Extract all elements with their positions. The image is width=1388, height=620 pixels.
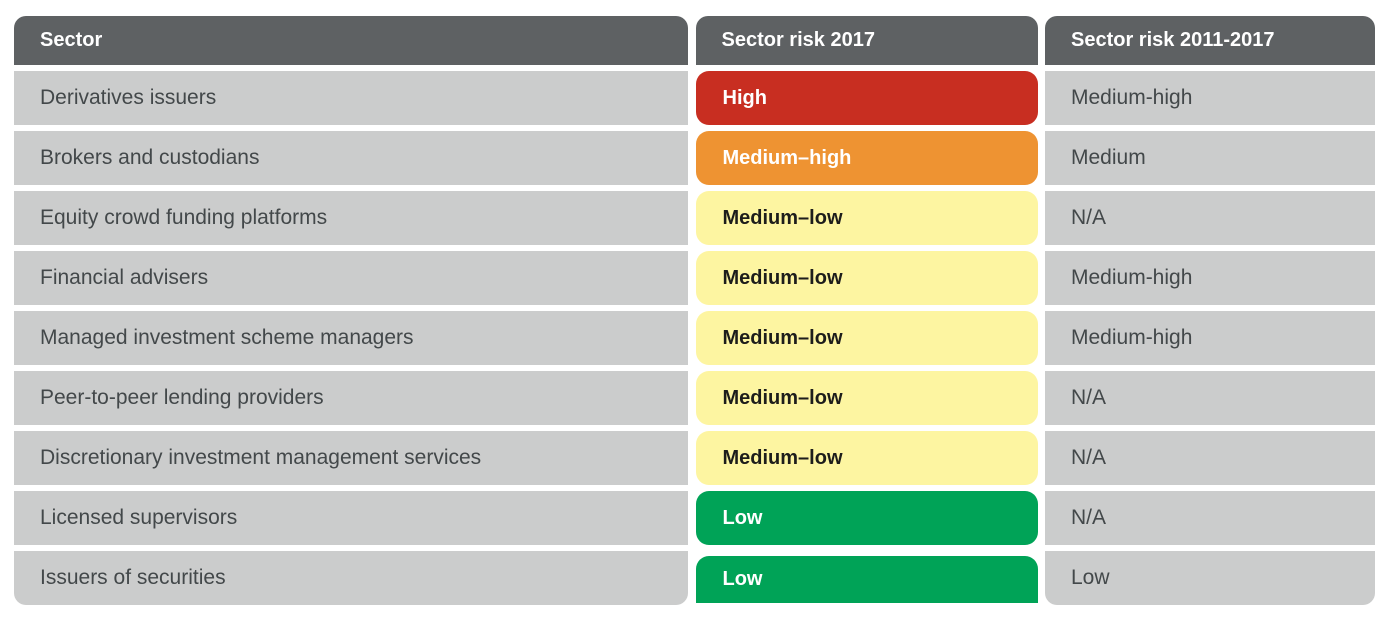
risk-2017-pill: Medium–low [695,311,1038,365]
sector-cell: Equity crowd funding platforms [14,191,688,245]
risk-2011-2017-cell: N/A [1045,431,1375,485]
risk-2011-2017-cell: N/A [1045,491,1375,545]
risk-2011-2017-cell: N/A [1045,191,1375,245]
risk-2017-pill: Medium–low [695,191,1038,245]
risk-2017-pill: Low [695,491,1038,545]
risk-2017-pill: Medium–low [695,431,1038,485]
risk-2011-2017-cell: Low [1045,551,1375,605]
sector-risk-table: Sector Sector risk 2017 Sector risk 2011… [14,16,1375,605]
sector-cell: Licensed supervisors [14,491,688,545]
risk-2017-pill: High [695,71,1038,125]
sector-cell: Brokers and custodians [14,131,688,185]
risk-2017-pill: Low [695,556,1038,603]
risk-2011-2017-cell: N/A [1045,371,1375,425]
risk-2011-2017-cell: Medium [1045,131,1375,185]
sector-cell: Derivatives issuers [14,71,688,125]
column-header-risk-2017: Sector risk 2017 [695,16,1038,65]
sector-cell: Peer-to-peer lending providers [14,371,688,425]
risk-2017-pill: Medium–low [695,371,1038,425]
column-header-sector: Sector [14,16,688,65]
risk-2017-pill: Medium–high [695,131,1038,185]
sector-cell: Discretionary investment management serv… [14,431,688,485]
risk-2011-2017-cell: Medium-high [1045,311,1375,365]
risk-2017-pill: Medium–low [695,251,1038,305]
column-header-risk-2011-2017: Sector risk 2011-2017 [1045,16,1375,65]
sector-cell: Managed investment scheme managers [14,311,688,365]
risk-2011-2017-cell: Medium-high [1045,71,1375,125]
sector-cell: Issuers of securities [14,551,688,605]
risk-2011-2017-cell: Medium-high [1045,251,1375,305]
sector-cell: Financial advisers [14,251,688,305]
